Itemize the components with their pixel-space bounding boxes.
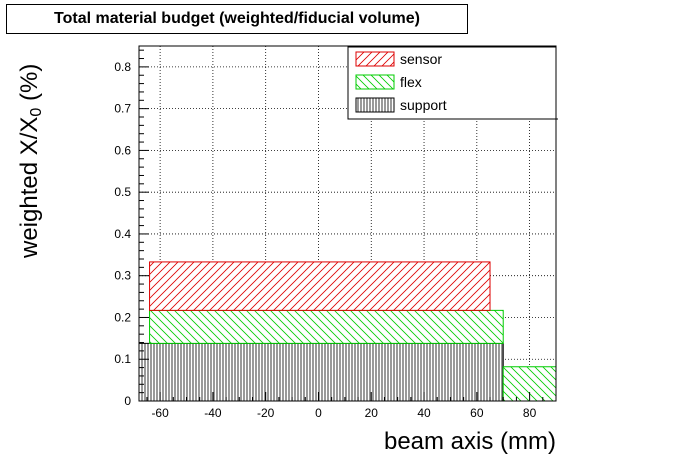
legend-swatch-flex: [355, 74, 395, 90]
sensor-bar: [149, 261, 491, 311]
legend-label-sensor: sensor: [400, 51, 442, 67]
y-tick-label: 0.5: [114, 185, 131, 199]
y-tick-label: 0.8: [114, 60, 131, 74]
x-tick-label: 80: [523, 406, 537, 420]
plot-frame: [138, 45, 557, 402]
y-tick-label: 0.6: [114, 143, 131, 157]
legend-label-flex: flex: [400, 74, 422, 90]
x-tick-label: 0: [315, 406, 322, 420]
flex-bar: [149, 309, 504, 344]
x-tick-label: 20: [365, 406, 379, 420]
y-axis-title: weighted X/X0 (%): [16, 63, 45, 258]
legend-swatch-sensor: [355, 51, 395, 67]
y-tick-label: 0.2: [114, 310, 131, 324]
legend-swatch-support: [355, 97, 395, 113]
y-tick-label: 0.3: [114, 269, 131, 283]
x-tick-label: 40: [417, 406, 431, 420]
x-axis-title: beam axis (mm): [383, 428, 556, 455]
legend: sensor flex support: [347, 46, 558, 120]
bars: [138, 261, 557, 402]
y-tick-label: 0.4: [114, 227, 131, 241]
y-tick-label: 0: [124, 394, 131, 408]
legend-label-support: support: [400, 97, 447, 113]
support-bar: [138, 342, 504, 402]
x-tick-label: 60: [470, 406, 484, 420]
x-tick-label: -20: [257, 406, 275, 420]
y-tick-label: 0.7: [114, 102, 131, 116]
x-tick-label: -60: [151, 406, 169, 420]
y-tick-label: 0.1: [114, 352, 131, 366]
chart-title: Total material budget (weighted/fiducial…: [6, 4, 468, 34]
x-tick-label: -40: [204, 406, 222, 420]
ticks: -60 -40 -20 0 20 40 60 80 0 0.1 0.2 0.3 0.4 0.5 0.6 0.7…: [114, 49, 557, 420]
